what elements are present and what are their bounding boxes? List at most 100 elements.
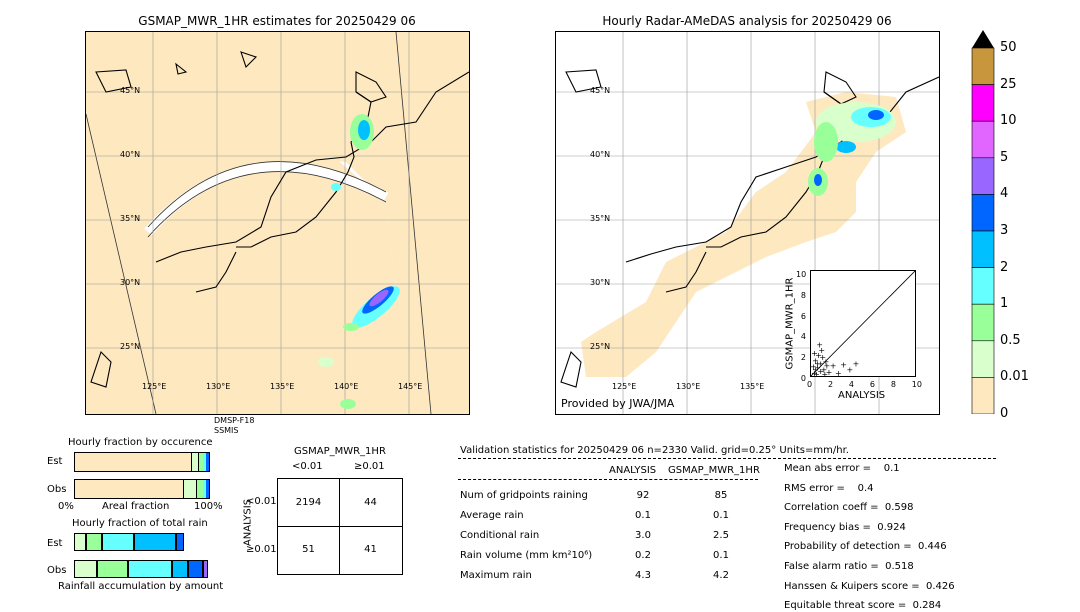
colorbar-box [971,230,995,268]
colorbar-svg [971,30,995,415]
ytick: 4 [800,332,806,342]
stat-value: 85 [714,490,728,501]
scatter-point: + [826,368,833,376]
scatter-point: + [814,359,821,368]
colorbar-box [971,47,995,85]
scatter-point: + [817,359,824,368]
ytick: 10 [796,270,807,279]
ytick: 2 [800,353,806,363]
colorbar-label: 4 [1000,186,1009,202]
stat-label: Conditional rain [460,530,540,541]
credit-text: Provided by JWA/JMA [561,397,675,410]
header-divider [458,458,996,459]
scatter-point: + [811,363,817,372]
lon-label: 145°E [398,382,423,391]
scatter-yticks: 10 8 6 4 2 0 [796,265,806,390]
left-map: 45°N 40°N 35°N 30°N 25°N 125°E 130°E 135… [85,31,470,415]
scatter-point: + [853,359,860,368]
scatter-ylabel: GSMAP_MWR_1HR [784,277,796,370]
scatter-point: + [811,349,818,358]
contingency-col1: <0.01 [292,461,323,472]
colorbar-extend-arrow [972,30,994,48]
colorbar-label: 10 [1000,113,1017,129]
xtick: 10 [911,380,922,389]
scatter-point: + [824,362,831,371]
contingency-cell: 44 [364,497,377,508]
scatter-point: + [840,360,847,369]
score-line: Equitable threat score = 0.284 [784,600,942,612]
colorbar-label: 5 [1000,149,1009,165]
right-map-canvas [556,32,939,414]
stat-value: 3.0 [635,530,651,541]
lat-label: 25°N [590,342,611,351]
stat-value: 0.1 [713,550,729,561]
occurrence-title: Hourly fraction by occurence [68,437,213,448]
occurrence-axis-right: 100% [194,501,223,512]
colorbar-box [971,267,995,305]
contingency-row1: <0.01 [246,496,277,507]
occurrence-obs-label: Obs [47,484,67,495]
colorbar-label: 1 [1000,296,1009,312]
stat-label: Maximum rain [460,570,532,581]
colorbar-label: 3 [1000,223,1009,238]
scatter-point: + [820,366,827,375]
col-analysis-header: ANALYSIS [609,465,657,476]
scatter-point: + [812,356,819,365]
scatter-point: + [817,367,824,376]
scatter-point: + [814,364,821,373]
scatter-point: + [819,353,826,362]
lon-label: 125°E [612,382,637,391]
analysis-coverage [581,92,906,377]
contingency-col2: ≥0.01 [354,461,385,472]
score-line: RMS error = 0.4 [784,482,874,494]
left-map-canvas [86,32,469,414]
score-line: Frequency bias = 0.924 [784,521,906,533]
scatter-point: + [812,366,819,375]
occurrence-axis-mid: Areal fraction [102,501,170,512]
lat-label: 45°N [120,86,141,95]
colorbar-label: 0 [1000,406,1009,421]
lat-label: 40°N [590,150,611,159]
scatter-point: + [818,346,825,355]
ytick: 8 [800,290,806,300]
colorbar-label: 0.01 [1000,369,1029,385]
xtick: 6 [869,380,875,389]
scatter-point: + [830,362,837,371]
xtick: 4 [848,380,854,389]
colorbar-box [971,194,995,232]
left-map-title: GSMAP_MWR_1HR estimates for 20250429 06 [138,14,416,28]
diagonal-line [810,270,916,377]
col-gsmap-header: GSMAP_MWR_1HR [668,465,760,476]
stat-value: 0.2 [635,550,651,561]
right-map-title: Hourly Radar-AMeDAS analysis for 2025042… [602,14,892,28]
colorbar-label: 0.5 [1000,332,1021,348]
lon-label: 135°E [270,382,295,391]
lon-label: 140°E [334,382,359,391]
scatter-point: + [846,366,853,375]
scatter-xlabel: ANALYSIS [838,390,886,401]
stat-value: 2.5 [713,530,729,541]
occurrence-obs-bar [74,479,210,499]
stat-label: Average rain [460,510,524,521]
scatter-point: + [813,370,820,376]
scatter-point: + [835,369,842,376]
scatter-inset: ++++++++++++++++++++++++ [810,270,916,379]
scatter-point: + [823,357,830,366]
sensor-name: DMSP-F18 [214,416,255,425]
total-rain-obs-bar [74,560,208,578]
colorbar-box [971,340,995,378]
lat-label: 45°N [590,86,611,95]
xtick: 8 [890,380,896,389]
lon-label: 130°E [206,382,231,391]
right-map: 45°N 40°N 35°N 30°N 25°N 125°E 130°E 135… [555,31,940,415]
score-line: Hanssen & Kuipers score = 0.426 [784,580,955,592]
total-rain-obs-label: Obs [47,565,67,576]
validation-header: Validation statistics for 20250429 06 n=… [460,445,849,456]
scatter-xticks: 0 2 4 6 8 10 [807,380,922,389]
scatter-point: + [811,369,818,376]
colorbar-box [971,84,995,122]
score-line: False alarm ratio = 0.518 [784,561,914,572]
lon-label: 130°E [676,382,701,391]
stat-label: Rain volume (mm km²10⁶) [460,550,593,561]
total-rain-axis-mid: Rainfall accumulation by amount [58,581,224,592]
